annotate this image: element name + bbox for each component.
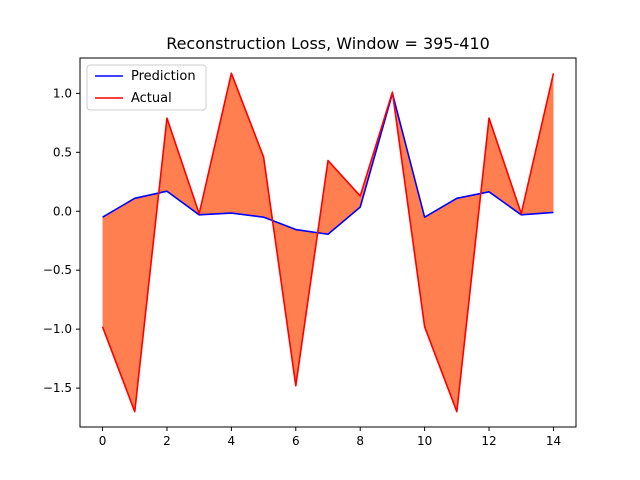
plot-frame <box>79 57 577 428</box>
x-tick-label: 12 <box>481 434 496 448</box>
x-tick-label: 10 <box>417 434 432 448</box>
legend-label-actual: Actual <box>131 91 172 106</box>
fill-between-area <box>102 73 554 412</box>
y-axis: −1.5 −1.0 −0.5 0.0 0.5 1.0 <box>43 86 80 395</box>
x-tick-label: 14 <box>546 434 561 448</box>
chart-title: Reconstruction Loss, Window = 395-410 <box>166 34 490 53</box>
y-tick-label: 0.5 <box>53 145 72 159</box>
x-tick-label: 0 <box>99 434 107 448</box>
x-tick-label: 4 <box>228 434 236 448</box>
series-line-actual <box>101 72 555 413</box>
fill-between-polygon <box>102 73 554 412</box>
legend-label-prediction: Prediction <box>131 69 196 84</box>
y-tick-label: 1.0 <box>53 86 72 100</box>
y-tick-label: −1.5 <box>43 381 72 395</box>
y-tick-label: −1.0 <box>43 322 72 336</box>
series-lines <box>101 72 555 413</box>
legend: Prediction Actual <box>86 64 207 111</box>
x-tick-label: 2 <box>163 434 171 448</box>
y-tick-label: 0.0 <box>53 204 72 218</box>
series-line-prediction <box>102 92 554 236</box>
x-tick-label: 6 <box>292 434 300 448</box>
y-tick-label: −0.5 <box>43 263 72 277</box>
x-axis: 0 2 4 6 8 10 12 14 <box>99 427 561 448</box>
x-tick-label: 8 <box>356 434 364 448</box>
